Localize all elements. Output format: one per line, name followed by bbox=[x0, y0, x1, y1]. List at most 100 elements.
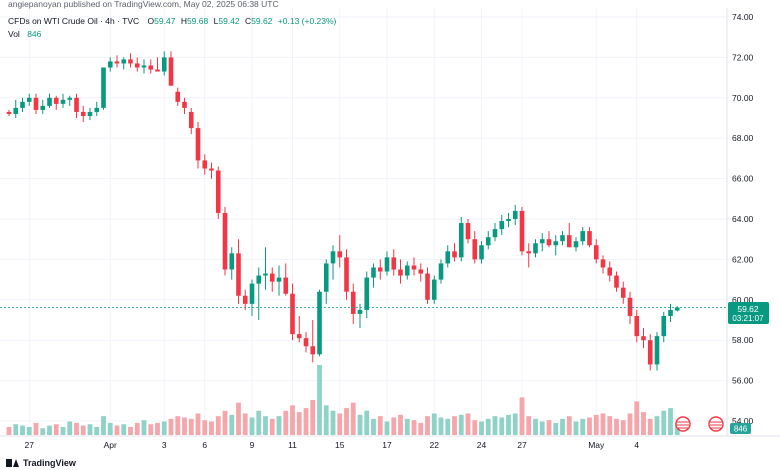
volume-bar bbox=[560, 418, 565, 435]
price-tick-label: 56.00 bbox=[732, 376, 754, 386]
volume-bar bbox=[492, 416, 498, 435]
close-value: 59.62 bbox=[251, 16, 273, 26]
time-tick-label: 22 bbox=[430, 440, 440, 450]
volume-bar bbox=[114, 425, 120, 435]
time-tick-label: 27 bbox=[517, 440, 527, 450]
candle-body bbox=[458, 223, 464, 258]
change-value: +0.13 (+0.23%) bbox=[277, 16, 337, 26]
candle-body bbox=[668, 309, 673, 316]
candle-body bbox=[404, 265, 410, 276]
volume-bar bbox=[377, 416, 383, 435]
candle-body bbox=[674, 307, 680, 311]
candle-body bbox=[485, 237, 491, 246]
volume-bar bbox=[256, 410, 262, 435]
candle-body bbox=[188, 111, 194, 129]
candle-body bbox=[6, 111, 12, 114]
price-tick-label: 64.00 bbox=[732, 214, 754, 224]
time-tick-label: May bbox=[588, 440, 605, 450]
volume-value: 846 bbox=[27, 29, 42, 39]
volume-bar bbox=[269, 418, 275, 435]
candle-body bbox=[148, 65, 154, 70]
volume-bar bbox=[573, 421, 579, 435]
candle-body bbox=[121, 59, 127, 64]
volume-bar bbox=[94, 426, 100, 435]
time-tick-label: 11 bbox=[288, 440, 297, 450]
candle-body bbox=[364, 277, 370, 310]
volume-bar bbox=[141, 420, 147, 435]
candle-body bbox=[296, 334, 302, 339]
volume-bar bbox=[134, 422, 140, 435]
candle-body bbox=[411, 265, 417, 270]
candle-body bbox=[587, 231, 592, 246]
time-axis[interactable]: 27 Apr 3 6 9 11 15 17 22 24 27 May 4 bbox=[25, 440, 640, 450]
candle-body bbox=[560, 235, 565, 242]
volume-bar bbox=[546, 420, 552, 435]
volume-bar bbox=[215, 416, 221, 435]
us-flag-icon[interactable] bbox=[675, 416, 691, 432]
us-flag-stripes-icon bbox=[677, 421, 689, 429]
volume-bar bbox=[74, 422, 79, 435]
candle-body bbox=[479, 245, 484, 260]
candle-body bbox=[661, 315, 667, 337]
candle-body bbox=[330, 251, 336, 264]
volume-bar bbox=[101, 416, 106, 435]
price-tick-label: 72.00 bbox=[732, 52, 754, 62]
price-axis[interactable]: 74.00 72.00 70.00 68.00 66.00 64.00 62.00 60.00… bbox=[732, 12, 754, 426]
candle-body bbox=[418, 269, 424, 274]
candle-body bbox=[303, 338, 309, 347]
candle-body bbox=[249, 283, 255, 304]
volume-bar bbox=[107, 422, 113, 435]
volume-bar bbox=[472, 420, 478, 435]
candle-body bbox=[182, 101, 187, 108]
volume-bar bbox=[148, 424, 154, 435]
volume-bar bbox=[364, 410, 370, 435]
price-tag-countdown: 03:21:07 bbox=[732, 314, 764, 323]
candle-body bbox=[269, 273, 275, 282]
legend-line: CFDs on WTI Crude Oil · 4h · TVC O59.47 … bbox=[8, 16, 336, 26]
candle-body bbox=[539, 239, 545, 244]
volume-bar bbox=[384, 421, 390, 435]
candle-body bbox=[647, 340, 653, 365]
candle-body bbox=[519, 210, 525, 252]
volume-bar bbox=[506, 414, 511, 435]
tradingview-logo[interactable]: TradingView bbox=[6, 458, 76, 468]
candle-body bbox=[452, 251, 457, 258]
candle-body bbox=[593, 245, 599, 260]
candle-body bbox=[620, 287, 626, 298]
volume-bar bbox=[33, 422, 39, 435]
low-value: 59.42 bbox=[218, 16, 240, 26]
volume-bar bbox=[161, 421, 167, 435]
us-flag-icon-2[interactable] bbox=[708, 416, 724, 432]
volume-bar bbox=[600, 413, 606, 435]
volume-bar bbox=[411, 420, 417, 435]
volume-bar bbox=[155, 422, 160, 435]
candle-body bbox=[627, 297, 633, 316]
volume-bar bbox=[398, 414, 403, 435]
candle-body bbox=[512, 210, 518, 219]
price-tag: 59.62 03:21:07 bbox=[728, 302, 769, 324]
flag-icon-pair[interactable] bbox=[675, 416, 724, 432]
candle-body bbox=[26, 97, 32, 102]
volume-bar bbox=[323, 405, 329, 435]
volume-bar bbox=[87, 424, 93, 435]
candle-body bbox=[377, 267, 383, 272]
published-caption: angiepanoyan published on TradingView.co… bbox=[8, 0, 279, 9]
candle-body bbox=[546, 239, 552, 246]
volume-bar bbox=[647, 418, 653, 435]
volume-bar bbox=[121, 424, 127, 435]
volume-bar bbox=[182, 417, 187, 435]
volume-bar bbox=[458, 414, 464, 435]
volume-bar bbox=[438, 417, 444, 435]
symbol-name[interactable]: CFDs on WTI Crude Oil · 4h · TVC bbox=[8, 16, 140, 26]
volume-legend: Vol 846 bbox=[8, 29, 41, 39]
candle-body bbox=[566, 235, 572, 248]
time-tick-label: 27 bbox=[25, 440, 35, 450]
volume-series bbox=[6, 365, 680, 435]
open-value: 59.47 bbox=[154, 16, 176, 26]
candle-body bbox=[114, 61, 120, 64]
volume-bar bbox=[47, 425, 52, 435]
candle-body bbox=[580, 231, 586, 242]
candle-body bbox=[465, 223, 471, 240]
time-tick-label: 9 bbox=[250, 440, 255, 450]
